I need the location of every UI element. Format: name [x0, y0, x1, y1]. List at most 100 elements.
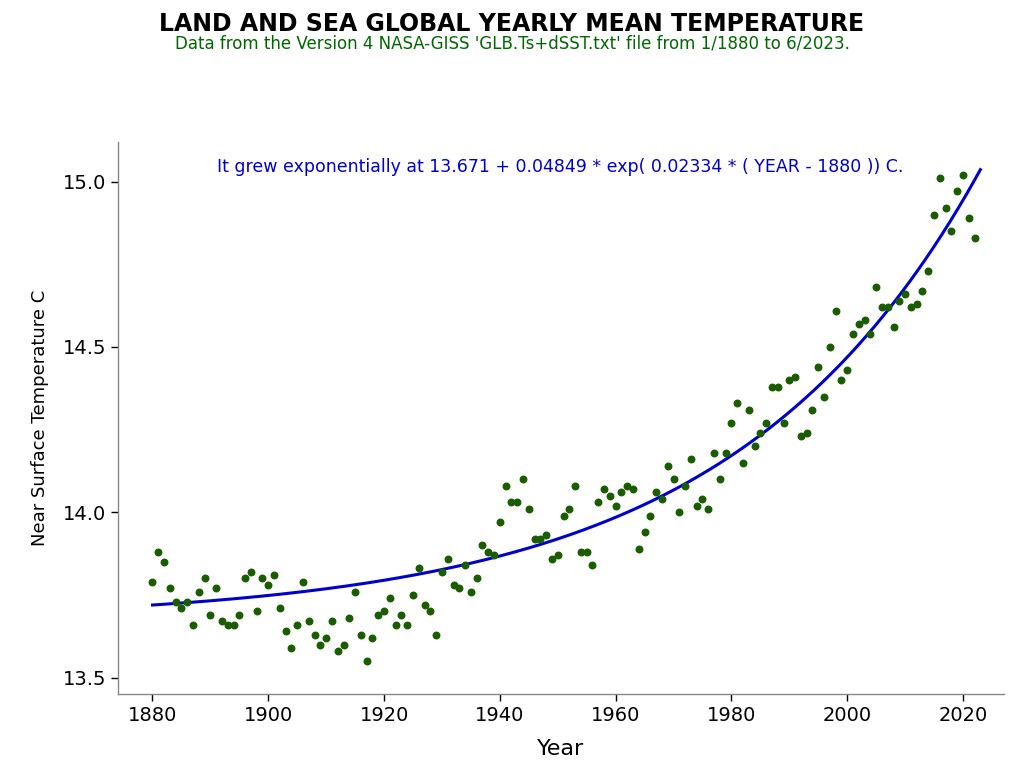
Point — [162, 582, 178, 594]
Point — [949, 186, 966, 198]
Point — [729, 397, 745, 410]
Point — [144, 575, 161, 588]
Point — [173, 602, 189, 614]
Point — [868, 281, 885, 294]
Point — [781, 374, 798, 386]
Point — [677, 479, 693, 492]
Point — [937, 202, 953, 214]
Point — [480, 546, 497, 558]
Point — [399, 618, 416, 630]
Point — [666, 473, 682, 486]
Point — [746, 440, 763, 453]
Point — [602, 489, 618, 502]
Point — [671, 506, 687, 518]
Point — [434, 565, 451, 578]
Point — [572, 546, 589, 558]
Point — [648, 486, 665, 499]
Point — [520, 503, 537, 515]
Point — [775, 416, 792, 429]
Point — [184, 618, 201, 630]
Point — [190, 585, 207, 597]
Point — [607, 499, 624, 512]
Point — [370, 609, 386, 621]
X-axis label: Year: Year — [537, 739, 585, 759]
Point — [810, 360, 826, 373]
Point — [404, 589, 421, 601]
Point — [590, 496, 606, 509]
Point — [358, 655, 375, 667]
Point — [550, 549, 566, 561]
Point — [445, 579, 462, 591]
Point — [908, 298, 925, 310]
Point — [880, 301, 896, 314]
Point — [793, 430, 809, 443]
Point — [365, 632, 381, 644]
Point — [799, 426, 815, 439]
Point — [243, 565, 259, 578]
Point — [526, 532, 543, 545]
Point — [712, 473, 728, 486]
Point — [659, 460, 676, 472]
Point — [382, 592, 398, 604]
Point — [753, 426, 769, 439]
Point — [561, 503, 578, 515]
Point — [306, 628, 323, 640]
Point — [851, 318, 867, 330]
Point — [903, 301, 920, 314]
Point — [967, 232, 983, 244]
Point — [827, 304, 844, 317]
Point — [179, 595, 196, 607]
Point — [873, 301, 890, 314]
Point — [723, 416, 739, 429]
Point — [254, 572, 270, 584]
Point — [202, 609, 218, 621]
Point — [625, 483, 641, 495]
Point — [653, 493, 670, 505]
Point — [706, 446, 722, 459]
Point — [914, 285, 931, 297]
Point — [260, 579, 276, 591]
Point — [579, 546, 595, 558]
Point — [961, 212, 977, 224]
Point — [555, 509, 571, 522]
Point — [498, 479, 514, 492]
Point — [301, 615, 317, 627]
Point — [735, 456, 752, 469]
Point — [219, 618, 236, 630]
Point — [897, 288, 913, 300]
Point — [231, 609, 248, 621]
Point — [485, 549, 502, 561]
Point — [862, 328, 879, 340]
Point — [926, 209, 942, 221]
Point — [151, 546, 167, 558]
Point — [335, 638, 351, 650]
Point — [197, 572, 213, 584]
Point — [295, 575, 311, 588]
Point — [834, 374, 850, 386]
Point — [740, 403, 757, 416]
Point — [439, 552, 456, 565]
Point — [538, 529, 554, 542]
Point — [503, 496, 519, 509]
Point — [352, 628, 369, 640]
Point — [770, 380, 786, 393]
Point — [636, 526, 652, 538]
Point — [411, 562, 427, 574]
Point — [515, 473, 531, 486]
Point — [330, 645, 346, 657]
Point — [718, 446, 734, 459]
Point — [886, 321, 902, 333]
Point — [312, 638, 329, 650]
Point — [469, 572, 485, 584]
Point — [683, 453, 699, 466]
Text: LAND AND SEA GLOBAL YEARLY MEAN TEMPERATURE: LAND AND SEA GLOBAL YEARLY MEAN TEMPERAT… — [160, 12, 864, 35]
Point — [932, 172, 948, 184]
Point — [225, 618, 242, 630]
Point — [492, 516, 508, 528]
Point — [289, 618, 305, 630]
Point — [271, 602, 288, 614]
Point — [208, 582, 224, 594]
Point — [816, 390, 833, 403]
Point — [347, 585, 364, 597]
Point — [428, 628, 444, 640]
